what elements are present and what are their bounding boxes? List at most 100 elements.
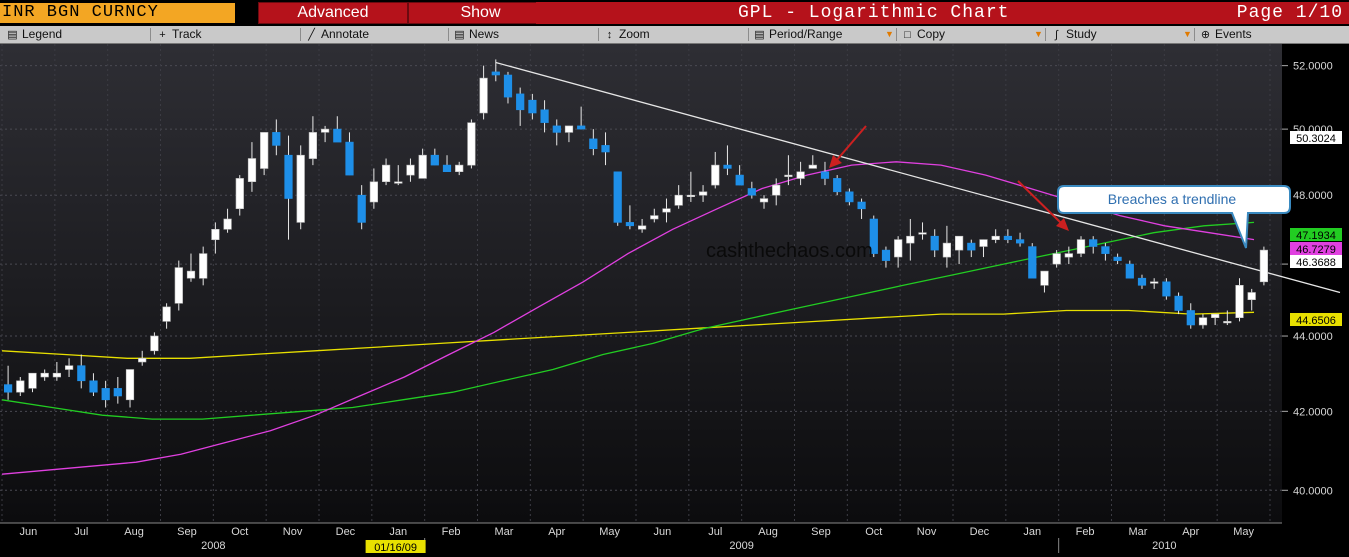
copy-dropdown-caret-icon[interactable]: ▼	[1034, 29, 1043, 39]
track-button[interactable]: + Track	[156, 26, 201, 43]
candle-down	[1162, 281, 1171, 297]
title-bar	[536, 2, 1349, 24]
copy-button[interactable]: □ Copy	[901, 26, 945, 43]
candle-down	[89, 380, 98, 393]
candle-up	[28, 372, 37, 389]
arrow-2-shaft	[1017, 180, 1063, 225]
price-label-value: 46.7279	[1296, 244, 1336, 256]
candle-up	[906, 235, 915, 244]
candle-up	[1259, 249, 1268, 283]
annotation-arrows	[829, 125, 1069, 231]
candle-up	[16, 380, 25, 393]
candle-down	[1125, 263, 1134, 279]
candle-down	[930, 235, 939, 251]
candle-up	[455, 164, 464, 173]
chart-title: GPL - Logarithmic Chart	[738, 3, 1010, 23]
candle-down	[516, 93, 525, 111]
candle-up	[674, 194, 683, 206]
x-year-label: 2009	[729, 540, 753, 552]
candle-up	[918, 232, 927, 235]
candle-up	[759, 198, 769, 203]
moving-average-short	[1, 161, 1255, 475]
candle-up	[296, 154, 305, 223]
price-label-value: 47.1934	[1296, 230, 1336, 242]
watermark-group: cashthechaos.com	[706, 240, 873, 262]
news-button[interactable]: ▤ News	[453, 26, 499, 43]
price-label-box	[1290, 313, 1342, 326]
advanced-button[interactable]: Advanced	[258, 2, 408, 24]
candle-up	[650, 215, 659, 220]
candle-down	[1028, 246, 1037, 279]
toolbar-divider	[748, 28, 749, 41]
trendline	[495, 61, 1341, 294]
candle-up	[942, 242, 951, 258]
moving-averages	[1, 161, 1255, 475]
x-month-label: Jan	[389, 526, 407, 538]
y-axis-panel	[1282, 44, 1349, 523]
candle-down	[857, 201, 866, 210]
study-dropdown-caret-icon[interactable]: ▼	[1183, 29, 1192, 39]
candle-down	[1186, 310, 1195, 326]
candle-up	[394, 181, 403, 184]
candle-up	[1064, 253, 1073, 258]
candle-up	[1040, 270, 1049, 286]
candle-down	[1137, 277, 1147, 286]
price-label-value: 44.6506	[1296, 315, 1336, 327]
legend-button[interactable]: ▤ Legend	[6, 26, 62, 43]
y-tick-label: 52.0000	[1293, 61, 1333, 73]
zoom-button[interactable]: ↕ Zoom	[603, 26, 650, 43]
show-button[interactable]: Show	[408, 2, 553, 24]
x-month-label: Jan	[1023, 526, 1041, 538]
annotate-button[interactable]: ╱ Annotate	[305, 26, 369, 43]
candle-up	[186, 270, 196, 279]
cursor-date-box	[365, 540, 426, 553]
candle-down	[101, 388, 110, 401]
period-range-button[interactable]: ▤ Period/Range	[753, 26, 842, 43]
candle-up	[381, 164, 391, 183]
candle-down	[1174, 295, 1183, 311]
candle-up	[40, 372, 49, 378]
x-month-label: Jun	[654, 526, 672, 538]
x-month-label: Jun	[20, 526, 38, 538]
candle-up	[406, 164, 415, 176]
news-icon: ▤	[454, 29, 465, 41]
zoom-arrows-icon: ↕	[606, 29, 613, 41]
candle-down	[1101, 246, 1110, 254]
candle-down	[625, 222, 634, 227]
candle-down	[442, 164, 452, 173]
candle-up	[637, 225, 647, 230]
x-month-label: Sep	[811, 526, 831, 538]
price-chart[interactable]: 52.000050.000048.000046.000044.000042.00…	[0, 44, 1349, 557]
events-icon: ⊕	[1200, 29, 1211, 41]
candle-down	[333, 128, 342, 143]
period-dropdown-caret-icon[interactable]: ▼	[885, 29, 894, 39]
candle-down	[577, 125, 586, 130]
arrow-1-head-icon	[829, 155, 842, 168]
price-label-box	[1290, 228, 1342, 241]
candle-up	[369, 181, 379, 203]
candle-up	[796, 171, 805, 179]
candle-up	[150, 335, 159, 352]
study-button[interactable]: ∫ Study	[1050, 26, 1097, 43]
candle-up	[564, 125, 574, 133]
calendar-icon: ▤	[754, 29, 765, 41]
security-ticker[interactable]: INR BGN CURNCY	[0, 3, 235, 23]
candle-up	[954, 235, 964, 251]
callout: Breaches a trendline	[1057, 185, 1291, 249]
events-button[interactable]: ⊕ Events	[1199, 26, 1252, 43]
candle-up	[772, 184, 781, 196]
x-month-label: May	[599, 526, 620, 538]
candle-down	[528, 99, 537, 114]
x-month-label: Nov	[917, 526, 937, 538]
x-month-label: Dec	[336, 526, 356, 538]
candle-down	[967, 242, 976, 251]
callout-bubble	[1057, 185, 1291, 249]
candle-up	[174, 267, 183, 304]
candle-up	[662, 208, 671, 213]
candle-down	[503, 74, 513, 98]
toolbar-divider	[150, 28, 151, 41]
toolbar-divider	[598, 28, 599, 41]
x-month-label: May	[1233, 526, 1254, 538]
x-year-label: 2010	[1152, 540, 1176, 552]
